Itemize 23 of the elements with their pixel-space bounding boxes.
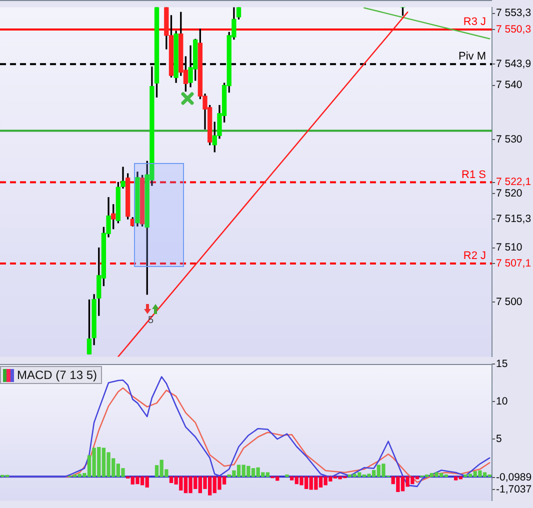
annotation: 5 — [148, 315, 154, 326]
y-tick-label: 7 507,1 — [496, 257, 532, 270]
y-tick-label: -1,7037 — [496, 483, 532, 496]
bar — [285, 474, 289, 477]
y-tick-label: 7 530 — [496, 133, 522, 146]
y-tick-label: 7 520 — [496, 188, 522, 200]
y-tick-label: 7 510 — [496, 242, 522, 254]
y-tick-label: 5 — [496, 433, 502, 445]
y-tick-label: 7 550,3 — [496, 23, 532, 36]
y-tick-label: -0,0989 — [496, 471, 532, 484]
y-tick-label: 7 543,9 — [496, 58, 532, 70]
y-tick-label: 7 515,3 — [496, 212, 532, 225]
ref-line-label: R3 J — [463, 16, 486, 28]
ref-line-label: R2 J — [463, 250, 486, 262]
y-tick-label: 15 — [496, 358, 508, 370]
ref-line-label: R1 S — [462, 168, 486, 181]
chart-title: MACD (7 13 5) — [17, 368, 98, 382]
y-tick-label: 7 500 — [496, 296, 522, 308]
ref-line-label: Piv M — [458, 50, 486, 63]
y-tick-label: 7 540 — [496, 79, 522, 92]
y-tick-label: 7 522,1 — [496, 176, 532, 188]
y-tick-label: 7 553,3 — [496, 7, 532, 20]
y-tick-label: 10 — [496, 395, 508, 408]
